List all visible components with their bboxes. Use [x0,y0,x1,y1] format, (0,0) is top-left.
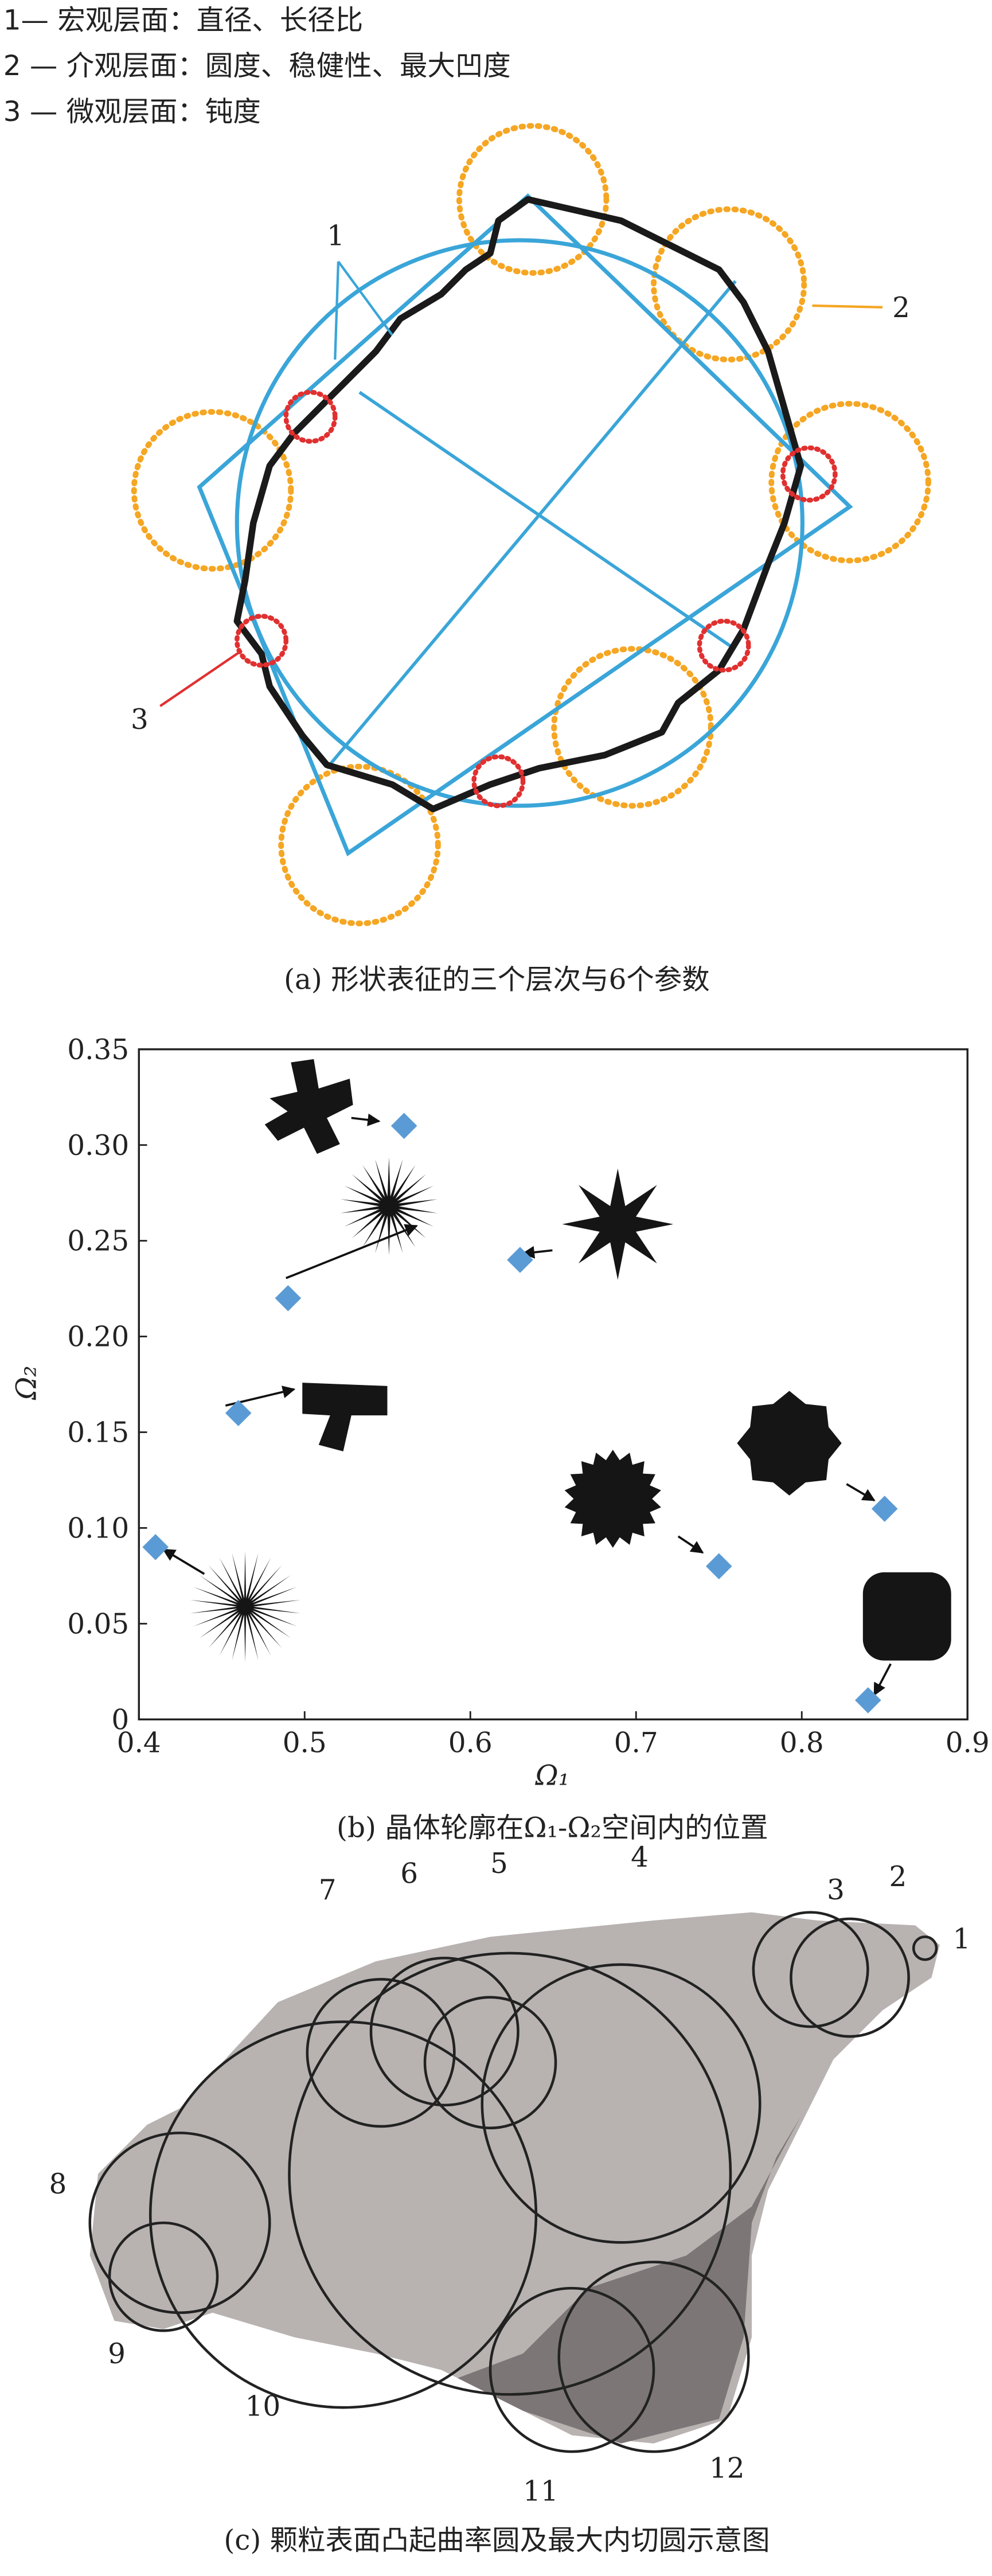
particle-shape [737,1391,842,1496]
panel-c: 1 2 3 4 5 6 7 8 9 10 11 12 (c) 颗粒表面凸起曲率圆… [49,1841,971,2557]
arrow [873,1663,892,1696]
y-tick-label: 0 [111,1704,129,1736]
diagonal [325,280,737,770]
leader [337,260,393,336]
label: 9 [108,2338,126,2370]
label: 4 [631,1841,649,1874]
arrow [677,1535,704,1554]
caption: (b) 晶体轮廓在Ω₁-Ω₂空间内的位置 [337,1812,768,1844]
particle-outline [233,196,804,813]
arrow [521,1246,553,1259]
data-point [390,1113,417,1139]
x-tick-label: 0.6 [448,1727,493,1759]
fit-circle [235,238,804,808]
caption: (a) 形状表征的三个层次与6个参数 [284,963,710,996]
leader [812,304,883,309]
label: 3 [827,1874,845,1906]
x-tick-label: 0.4 [117,1727,161,1759]
particle-shape [562,1168,674,1280]
particle-shape [862,1572,951,1661]
x-tick-label: 0.9 [946,1727,990,1759]
x-tick-label: 0.5 [283,1727,327,1759]
caption: (c) 颗粒表面凸起曲率圆及最大内切圆示意图 [224,2524,770,2557]
label: 8 [49,2168,67,2200]
label: 12 [709,2453,745,2485]
panel-a: 1 2 3 (a) 形状表征的三个层次与6个参数 [131,123,931,996]
diagonal [358,391,733,649]
data-point [225,1400,252,1426]
orange-circles [131,123,931,927]
label: 7 [319,1874,337,1906]
legend-line: 1— 宏观层面：直径、长径比 [3,4,363,36]
particle-shape [302,1383,388,1451]
data-point [705,1553,732,1579]
legend-line: 2 — 介观层面：圆度、稳健性、最大凹度 [3,50,511,82]
arrow [351,1113,381,1126]
y-tick-label: 0.35 [67,1034,129,1066]
y-tick-label: 0.10 [67,1513,129,1545]
label: 11 [523,2476,559,2508]
arrow [162,1548,205,1575]
particle-shadow [458,2116,801,2444]
label: 1 [327,220,345,252]
label: 2 [889,1861,907,1893]
y-axis-label: Ω₂ [11,1365,43,1400]
data-point [142,1534,169,1560]
data-point [855,1687,881,1714]
y-tick-label: 0.15 [67,1417,129,1449]
particle-shape [564,1450,661,1548]
plot-frame [138,1048,968,1720]
data-point [507,1247,533,1273]
label: 1 [953,1923,971,1955]
x-tick-label: 0.8 [780,1727,824,1759]
label: 3 [131,704,149,736]
particle-shape [190,1551,300,1662]
y-tick-label: 0.05 [67,1608,129,1640]
particle-shapes [190,1157,842,1662]
arrow [846,1483,876,1501]
label: 10 [245,2390,281,2422]
y-tick-label: 0.25 [67,1225,129,1258]
label: 5 [490,1848,508,1880]
legend-line: 3 — 微观层面：钝度 [3,96,261,128]
leader [159,649,243,708]
data-point [275,1285,302,1312]
particle-shape [340,1157,438,1255]
red-circles [234,389,838,809]
curvature-circles [88,1911,938,2453]
label: 2 [892,292,910,324]
y-tick-label: 0.30 [67,1130,129,1162]
x-tick-label: 0.7 [614,1727,658,1759]
panel-b: Ω₁ Ω₂ (b) 晶体轮廓在Ω₁-Ω₂空间内的位置 0.4 0.5 0.6 0.7 0… [11,1034,990,1844]
data-point [871,1496,898,1522]
x-axis-label: Ω₁ [535,1759,570,1792]
arrow [286,1224,418,1279]
y-tick-label: 0.20 [67,1321,129,1353]
bounding-square [197,193,853,857]
leader [334,261,340,360]
particle-shape [264,1059,353,1154]
label: 6 [400,1857,418,1890]
